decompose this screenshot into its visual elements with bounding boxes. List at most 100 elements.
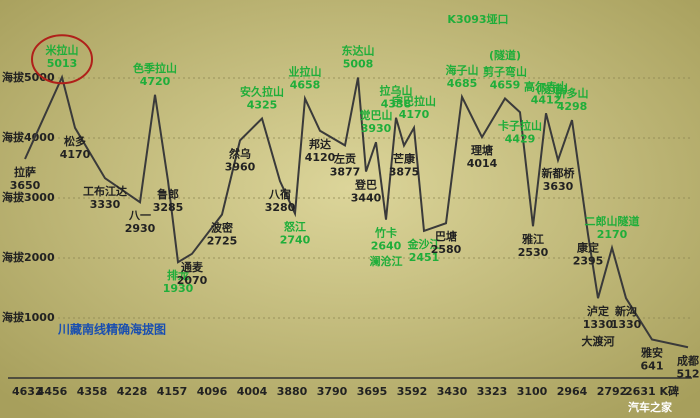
x-tick-label: 4096 <box>197 385 228 398</box>
station-elevation: 2395 <box>573 254 604 267</box>
x-tick-label: 3100 <box>517 385 548 398</box>
station-name: 米拉山 <box>45 43 79 57</box>
station-elevation: 4720 <box>140 75 171 88</box>
station-elevation: 1330 <box>611 318 642 331</box>
station-elevation: 4170 <box>60 148 91 161</box>
station-elevation: 2725 <box>207 235 238 248</box>
station-elevation: 4412 <box>531 93 562 106</box>
elevation-line <box>24 74 689 349</box>
station-elevation: 3877 <box>330 165 361 178</box>
station-name: 芒康 <box>393 152 416 166</box>
station-elevation: 3875 <box>389 166 420 179</box>
station-elevation: 2930 <box>125 222 156 235</box>
station-name: 宗巴拉山 <box>392 94 436 108</box>
x-tick-label: 3592 <box>397 385 428 398</box>
x-tick-label: 3323 <box>477 385 508 398</box>
annotation: 大渡河 <box>582 334 615 348</box>
x-tick-label: 3430 <box>437 385 468 398</box>
annotation: (隧道) <box>536 82 568 96</box>
x-tick-label: 4632 <box>12 385 43 398</box>
station-name: 新沟 <box>615 304 637 318</box>
station-elevation: 1330 <box>583 318 614 331</box>
station-elevation: 2070 <box>177 274 208 287</box>
station-elevation: 512 <box>677 367 700 380</box>
station-name: 松多 <box>64 134 86 148</box>
station-name: 工布江达 <box>83 184 127 198</box>
station-elevation: 4659 <box>490 78 521 91</box>
station-elevation: 4429 <box>505 132 536 145</box>
station-name: 康定 <box>577 240 599 254</box>
station-elevation: 3440 <box>351 192 382 205</box>
station-name: 波密 <box>211 221 233 235</box>
station-name: 鲁郎 <box>157 187 179 201</box>
station-name: 八一 <box>128 209 151 222</box>
station-elevation: 641 <box>641 360 664 373</box>
station-elevation: 2451 <box>409 251 440 264</box>
station-name: 拉萨 <box>14 165 36 179</box>
station-elevation: 3930 <box>361 122 392 135</box>
chart-title: 川藏南线精确海拔图 <box>57 322 166 337</box>
station-elevation: 3960 <box>225 160 256 173</box>
station-name: 卡子拉山 <box>498 118 542 132</box>
x-tick-label: 2631 K碑 <box>625 384 679 398</box>
station-name: 金沙江 <box>407 237 441 251</box>
x-tick-label: 4004 <box>237 385 268 398</box>
station-elevation: 4338 <box>381 98 412 111</box>
x-tick-label: 3695 <box>357 385 388 398</box>
annotation: 汽车之家 <box>628 400 673 414</box>
station-name: 拉乌山 <box>380 84 413 98</box>
station-name: 成都 <box>677 353 699 367</box>
station-elevation: 3630 <box>543 180 574 193</box>
station-elevation: 3285 <box>153 201 184 214</box>
station-name: 泸定 <box>587 304 609 318</box>
station-name: 二郎山隧道 <box>585 214 640 228</box>
station-elevation: 4170 <box>399 108 430 121</box>
station-name: 理塘 <box>471 143 493 157</box>
station-elevation: 4325 <box>247 99 278 112</box>
station-name: 竹卡 <box>374 226 397 240</box>
x-tick-label: 3790 <box>317 385 348 398</box>
station-name: 巴塘 <box>435 229 457 243</box>
y-tick-label: 海拔3000 <box>2 190 55 204</box>
station-name: 然乌 <box>229 146 251 160</box>
station-name: 剪子弯山 <box>483 64 527 78</box>
x-tick-label: 4358 <box>77 385 108 398</box>
station-name: 怒江 <box>284 220 306 234</box>
station-name: 安久拉山 <box>240 85 284 99</box>
station-elevation: 5008 <box>343 58 374 71</box>
x-tick-label: 4456 <box>37 385 68 398</box>
annotation: 澜沧江 <box>370 254 403 268</box>
x-tick-label: 4157 <box>157 385 188 398</box>
station-elevation: 4120 <box>305 151 336 164</box>
station-name: 色季拉山 <box>133 61 177 75</box>
y-tick-label: 海拔5000 <box>2 70 55 84</box>
x-tick-label: 4228 <box>117 385 148 398</box>
station-name: 排龙 <box>167 268 189 282</box>
station-name: 八宿 <box>268 187 291 201</box>
station-name: 高尔寺山 <box>524 79 568 93</box>
y-tick-label: 海拔2000 <box>2 250 55 264</box>
station-elevation: 4298 <box>557 100 588 113</box>
station-name: 邦达 <box>309 137 331 151</box>
station-elevation: 2530 <box>518 246 549 259</box>
station-elevation: 3650 <box>10 179 41 192</box>
station-name: 折多山 <box>556 86 589 100</box>
station-name: 雅江 <box>522 232 544 246</box>
station-elevation: 4658 <box>290 79 321 92</box>
station-elevation: 1930 <box>163 282 194 295</box>
station-name: 新都桥 <box>542 166 576 180</box>
station-name: 东达山 <box>342 44 375 58</box>
station-elevation: 5013 <box>47 57 78 70</box>
x-tick-label: 2792 <box>597 385 628 398</box>
annotation: (隧道) <box>489 48 521 62</box>
station-name: 登巴 <box>354 178 377 192</box>
station-name: 通麦 <box>181 260 204 274</box>
station-elevation: 4014 <box>467 157 498 170</box>
station-name: 雅安 <box>641 346 663 360</box>
station-elevation: 4685 <box>447 77 478 90</box>
station-elevation: 3280 <box>265 201 296 214</box>
highlight-circle <box>31 34 93 85</box>
station-elevation: 2740 <box>280 234 311 247</box>
